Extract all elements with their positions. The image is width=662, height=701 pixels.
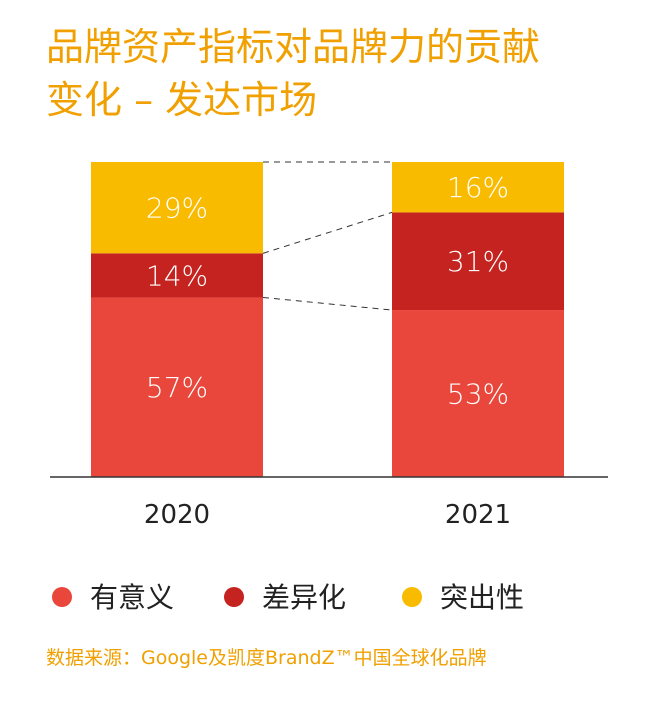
category-label-2021: 2021: [445, 500, 511, 530]
connector-line-1: [262, 296, 393, 311]
legend-swatch-3: [402, 587, 422, 607]
legend-label-1: 有意义: [90, 581, 174, 614]
bar-segment-2020-1: [91, 297, 263, 477]
legend-swatch-2: [224, 587, 244, 607]
chart-title-line-1: 品牌资产指标对品牌力的贡献: [46, 25, 540, 69]
data-label-2021-1: 53%: [447, 378, 509, 411]
category-labels: 2020 2021: [144, 500, 511, 530]
bar-segment-2021-3: [392, 162, 564, 213]
legend: 有意义 差异化 突出性: [52, 581, 524, 614]
category-label-2020: 2020: [144, 500, 210, 530]
bar-segment-2020-2: [91, 253, 263, 298]
bar-segment-2021-2: [392, 212, 564, 311]
segment-labels: 57% 14% 29% 53% 31% 16%: [146, 171, 509, 410]
connector-lines: [262, 161, 393, 311]
data-label-2020-3: 29%: [146, 192, 208, 225]
source-note: 数据来源：Google及凯度BrandZ™中国全球化品牌: [46, 647, 487, 669]
connector-line-2: [262, 211, 393, 254]
data-label-2021-2: 31%: [447, 245, 509, 278]
data-label-2020-2: 14%: [146, 259, 208, 292]
chart-title-line-2: 变化 – 发达市场: [46, 78, 317, 122]
legend-label-3: 突出性: [440, 581, 524, 614]
bars: [91, 162, 564, 477]
bar-segment-2020-3: [91, 162, 263, 254]
legend-swatch-1: [52, 587, 72, 607]
legend-label-2: 差异化: [262, 581, 346, 614]
data-label-2020-1: 57%: [146, 371, 208, 404]
bar-segment-2021-1: [392, 310, 564, 477]
data-label-2021-3: 16%: [447, 171, 509, 204]
